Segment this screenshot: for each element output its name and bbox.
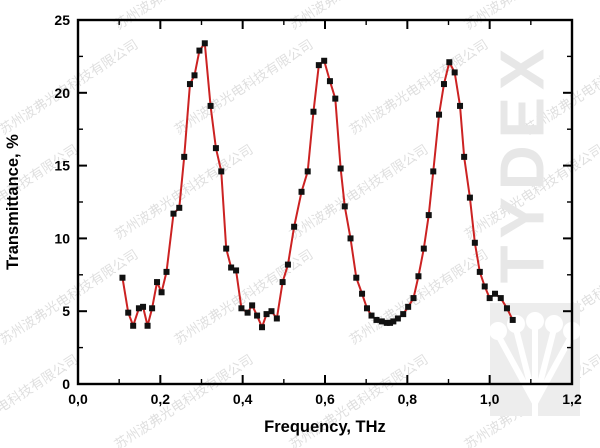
data-point-marker — [341, 203, 348, 210]
data-point-marker — [135, 305, 142, 312]
data-point-marker — [461, 153, 468, 160]
tick-label: 1,2 — [562, 391, 582, 407]
data-point-marker — [310, 108, 317, 115]
data-point-marker — [244, 309, 251, 316]
data-point-marker — [415, 273, 422, 280]
data-point-marker — [363, 305, 370, 312]
data-point-marker — [405, 303, 412, 310]
data-point-marker — [425, 212, 432, 219]
plot-border — [76, 18, 574, 386]
data-point-marker — [279, 279, 286, 286]
data-point-marker — [373, 316, 380, 323]
data-point-marker — [291, 223, 298, 230]
data-point-marker — [476, 268, 483, 275]
tick-label: 10 — [54, 230, 70, 246]
data-point-marker — [273, 315, 280, 322]
data-point-marker — [436, 111, 443, 118]
data-point-marker — [410, 295, 417, 302]
data-point-marker — [218, 168, 225, 175]
data-point-marker — [259, 324, 266, 331]
series-line — [121, 40, 514, 331]
data-point-marker — [149, 305, 156, 312]
data-point-marker — [378, 318, 385, 325]
tick-label: 5 — [62, 303, 70, 319]
data-point-marker — [163, 268, 170, 275]
data-point-marker — [125, 309, 132, 316]
data-point-marker — [298, 188, 305, 195]
y-axis-title: Transmittance, % — [4, 134, 22, 270]
tick-label: 0,2 — [151, 391, 171, 407]
data-point-marker — [383, 319, 390, 326]
data-point-marker — [158, 289, 165, 296]
data-point-marker — [471, 239, 478, 246]
data-point-marker — [347, 235, 354, 242]
data-point-marker — [196, 47, 203, 54]
data-point-marker — [140, 303, 147, 310]
data-point-marker — [181, 153, 188, 160]
data-point-marker — [144, 322, 151, 329]
data-point-marker — [321, 57, 328, 64]
data-point-marker — [353, 274, 360, 281]
tick-label: 0,0 — [68, 391, 88, 407]
data-point-marker — [440, 81, 447, 88]
data-point-marker — [332, 95, 339, 102]
data-point-marker — [130, 322, 137, 329]
data-point-marker — [186, 81, 193, 88]
tick-label: 0,4 — [233, 391, 253, 407]
data-point-marker — [154, 279, 161, 286]
data-point-marker — [509, 316, 516, 323]
data-point-marker — [430, 168, 437, 175]
data-point-marker — [451, 69, 458, 76]
data-point-marker — [486, 295, 493, 302]
data-point-marker — [420, 245, 427, 252]
data-point-marker — [176, 204, 183, 211]
tick-label: 20 — [54, 85, 70, 101]
tick-label: 0,8 — [398, 391, 418, 407]
data-point-marker — [228, 264, 235, 271]
data-point-marker — [387, 319, 394, 326]
data-point-marker — [497, 295, 504, 302]
data-point-marker — [400, 311, 407, 318]
data-point-marker — [446, 59, 453, 66]
x-axis-title: Frequency, THz — [264, 418, 386, 436]
data-series — [119, 40, 516, 331]
data-point-marker — [481, 283, 488, 290]
data-point-marker — [191, 72, 198, 79]
data-point-marker — [268, 308, 275, 315]
data-point-marker — [337, 165, 344, 172]
data-point-marker — [170, 210, 177, 217]
tick-label: 15 — [54, 158, 70, 174]
data-point-marker — [466, 194, 473, 201]
tick-label: 0,6 — [315, 391, 335, 407]
data-point-marker — [315, 62, 322, 69]
tick-label: 0 — [62, 376, 70, 392]
tick-label: 25 — [54, 12, 70, 28]
data-point-marker — [390, 318, 397, 325]
data-point-marker — [368, 312, 375, 319]
data-point-marker — [207, 102, 214, 109]
data-point-marker — [223, 245, 230, 252]
tick-label: 1,0 — [480, 391, 500, 407]
axis-ticks — [77, 19, 573, 385]
data-point-marker — [457, 102, 464, 109]
data-point-marker — [492, 290, 499, 297]
data-point-marker — [263, 311, 270, 318]
data-point-marker — [304, 168, 311, 175]
data-point-marker — [359, 290, 366, 297]
data-point-marker — [394, 315, 401, 322]
data-point-marker — [503, 305, 510, 312]
data-point-marker — [254, 312, 261, 319]
data-point-marker — [284, 261, 291, 268]
data-point-marker — [238, 305, 245, 312]
data-point-marker — [233, 267, 240, 274]
data-point-marker — [119, 274, 126, 281]
data-point-marker — [326, 78, 333, 85]
data-point-marker — [249, 302, 256, 309]
data-point-marker — [201, 40, 208, 47]
data-point-marker — [212, 145, 219, 152]
